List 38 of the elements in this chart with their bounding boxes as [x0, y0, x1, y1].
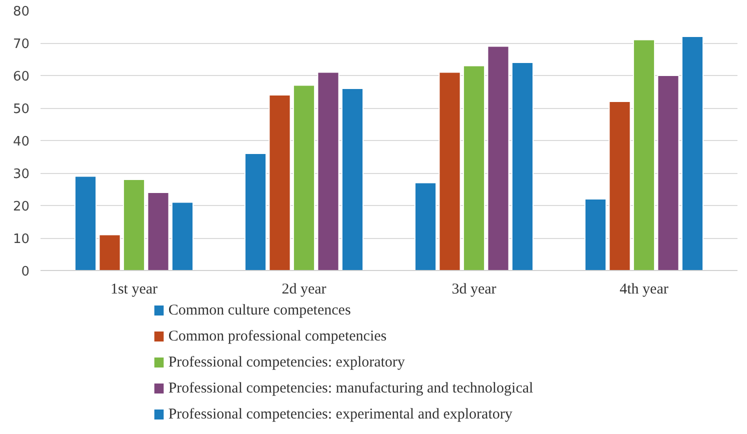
x-tick-label: 4th year [620, 282, 668, 298]
bar [584, 198, 607, 270]
y-tick-label: 40 [12, 134, 30, 150]
bar [414, 182, 437, 270]
bar [632, 39, 656, 270]
bar [487, 46, 510, 270]
bar [462, 65, 486, 270]
bar [608, 101, 631, 270]
y-tick-label: 0 [21, 264, 30, 280]
x-tick-label: 1st year [110, 282, 158, 298]
legend-label: Professional competencies: exploratory [168, 354, 406, 370]
y-tick-label: 70 [12, 37, 30, 52]
legend-label: Common culture competences [168, 302, 351, 318]
bar [511, 62, 534, 270]
bar [681, 36, 704, 270]
bar [244, 153, 267, 270]
bar [147, 192, 170, 270]
y-tick-label: 60 [12, 70, 30, 84]
bar [122, 179, 146, 270]
bar [292, 84, 316, 270]
bar [657, 75, 680, 270]
x-tick-label: 2d year [282, 282, 326, 298]
legend-label: Common professional competencies [168, 328, 387, 344]
y-tick-label: 50 [12, 102, 30, 117]
bar [74, 176, 97, 270]
bar [317, 72, 340, 270]
bar [268, 94, 291, 270]
bar [341, 88, 364, 270]
bar [98, 234, 121, 270]
y-tick-label: 80 [12, 4, 30, 20]
bar [171, 202, 194, 270]
y-tick-label: 20 [12, 200, 30, 214]
x-tick-label: 3d year [452, 282, 496, 298]
y-tick-label: 30 [12, 167, 30, 182]
legend-label: Professional competencies: manufacturing and technological [168, 380, 534, 396]
bar [438, 72, 461, 270]
y-tick-label: 10 [12, 232, 30, 247]
legend-label: Professional competencies: experimental and exploratory [168, 406, 513, 422]
